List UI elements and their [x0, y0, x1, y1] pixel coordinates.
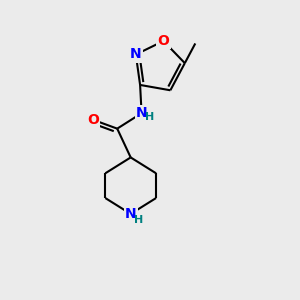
Text: N: N: [136, 106, 147, 120]
Text: H: H: [145, 112, 154, 122]
Text: H: H: [134, 215, 144, 225]
Text: O: O: [87, 113, 99, 127]
Text: N: N: [125, 207, 136, 221]
Text: O: O: [158, 34, 169, 48]
Text: N: N: [130, 47, 142, 61]
